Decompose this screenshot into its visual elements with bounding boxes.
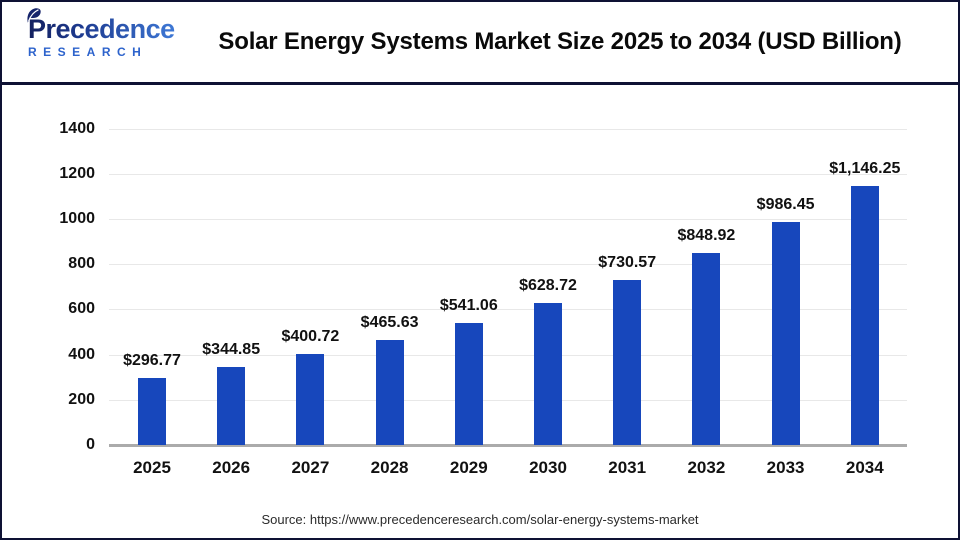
header: Precedence RESEARCH Solar Energy Systems… xyxy=(2,2,958,82)
y-axis-tick-label-1400: 1400 xyxy=(59,119,95,137)
chart-title: Solar Energy Systems Market Size 2025 to… xyxy=(218,28,902,55)
gridline-1200 xyxy=(109,173,907,175)
bar-2031 xyxy=(613,279,642,445)
x-axis-tick-label-2032: 2032 xyxy=(687,458,726,477)
bar-2026 xyxy=(217,367,246,445)
x-axis-tick-label-2028: 2028 xyxy=(370,458,409,477)
bar-2028 xyxy=(375,339,404,445)
bar-value-label-2030: $628.72 xyxy=(519,276,577,294)
header-divider xyxy=(2,82,958,85)
x-axis-tick-label-2034: 2034 xyxy=(845,458,884,477)
bar-value-label-2029: $541.06 xyxy=(439,296,498,314)
y-axis-tick-label-200: 200 xyxy=(68,390,95,408)
bar-2034 xyxy=(850,185,879,445)
source-note: Source: https://www.precedenceresearch.c… xyxy=(261,512,699,527)
bar-value-label-2033: $986.45 xyxy=(756,195,815,213)
bar-value-label-2034: $1,146.25 xyxy=(829,159,901,177)
bar-value-label-2032: $848.92 xyxy=(677,227,736,245)
bar-value-label-2028: $465.63 xyxy=(360,313,419,331)
brand-name: Precedence xyxy=(27,8,178,44)
brand-subtitle: RESEARCH xyxy=(28,45,148,59)
y-axis-tick-label-800: 800 xyxy=(68,255,95,273)
gridline-400 xyxy=(109,354,907,356)
brand-logo: Precedence RESEARCH xyxy=(27,8,178,59)
x-axis-tick-label-2026: 2026 xyxy=(212,458,251,477)
bar-value-label-2031: $730.57 xyxy=(598,253,657,271)
x-axis-tick-label-2027: 2027 xyxy=(291,458,330,477)
bar-2029 xyxy=(454,322,483,445)
x-axis-tick-label-2029: 2029 xyxy=(449,458,488,477)
gridline-200 xyxy=(109,399,907,401)
bar-value-label-2025: $296.77 xyxy=(123,351,181,369)
leaf-icon xyxy=(27,8,41,23)
x-axis-tick-label-2030: 2030 xyxy=(529,458,567,477)
y-axis-tick-label-600: 600 xyxy=(68,300,95,318)
bar-2025 xyxy=(138,377,166,445)
y-axis-tick-label-400: 400 xyxy=(68,345,95,363)
bar-2032 xyxy=(692,253,721,445)
gridline-800 xyxy=(109,264,907,266)
bar-2027 xyxy=(296,354,325,445)
bar-2030 xyxy=(534,302,562,445)
gridline-1400 xyxy=(109,128,907,130)
gridline-1000 xyxy=(109,218,907,220)
bar-value-label-2026: $344.85 xyxy=(202,341,261,359)
x-axis-tick-label-2033: 2033 xyxy=(766,458,805,477)
x-axis-line xyxy=(109,444,907,447)
y-axis-tick-label-0: 0 xyxy=(86,436,95,453)
x-axis-tick-label-2025: 2025 xyxy=(133,458,171,477)
bar-2033 xyxy=(771,221,800,445)
y-axis-tick-label-1000: 1000 xyxy=(59,209,95,227)
y-axis-tick-label-1200: 1200 xyxy=(59,164,95,182)
gridline-600 xyxy=(109,309,907,311)
x-axis-tick-label-2031: 2031 xyxy=(608,458,647,477)
bar-value-label-2027: $400.72 xyxy=(281,328,340,346)
